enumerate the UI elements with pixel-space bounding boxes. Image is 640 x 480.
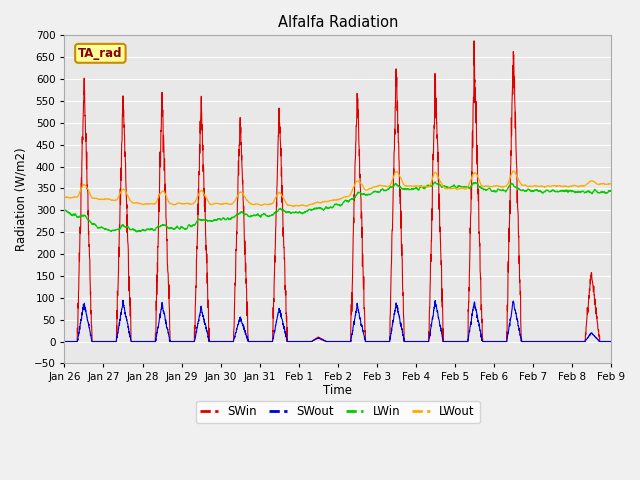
LWin [285, 209, 293, 215]
SWin [127, 338, 135, 344]
LWin [133, 229, 141, 235]
LWout [310, 200, 318, 206]
Text: TA_rad: TA_rad [78, 47, 123, 60]
SWin [162, 215, 170, 221]
SWin [310, 336, 318, 342]
LWin [431, 179, 439, 185]
SWout [285, 338, 293, 344]
Legend: SWin, SWout, LWin, LWout: SWin, SWout, LWin, LWout [196, 401, 480, 423]
SWin [572, 338, 579, 344]
SWout [163, 319, 170, 325]
LWout [510, 168, 518, 174]
Line: SWout: SWout [65, 300, 640, 341]
Title: Alfalfa Radiation: Alfalfa Radiation [278, 15, 398, 30]
SWin [285, 338, 293, 344]
SWout [119, 297, 127, 303]
LWout [635, 181, 640, 187]
Y-axis label: Radiation (W/m2): Radiation (W/m2) [15, 147, 28, 251]
Line: LWout: LWout [65, 171, 640, 206]
SWout [635, 338, 640, 344]
LWin [310, 205, 318, 211]
SWout [572, 338, 579, 344]
LWout [127, 199, 135, 204]
LWin [635, 190, 640, 195]
SWin [61, 338, 68, 344]
LWout [162, 192, 170, 198]
LWin [572, 189, 580, 195]
SWout [127, 338, 135, 344]
LWout [289, 204, 297, 209]
Line: LWin: LWin [65, 182, 640, 232]
LWout [61, 194, 68, 200]
LWout [285, 202, 293, 208]
SWout [310, 337, 318, 343]
LWin [61, 207, 68, 213]
Line: SWin: SWin [65, 41, 640, 341]
X-axis label: Time: Time [323, 384, 352, 397]
LWin [127, 227, 135, 232]
SWin [470, 38, 478, 44]
SWin [635, 338, 640, 344]
LWout [572, 183, 580, 189]
SWout [61, 338, 68, 344]
LWin [163, 223, 170, 229]
